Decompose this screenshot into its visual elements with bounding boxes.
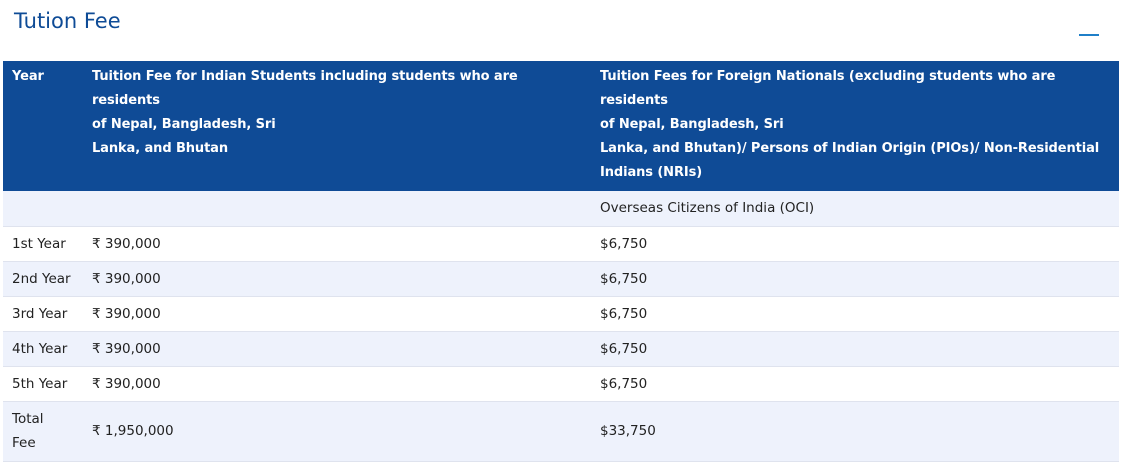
- section-title: Tution Fee: [14, 9, 121, 33]
- table-row: 2nd Year ₹ 390,000 $6,750: [3, 261, 1119, 297]
- year-cell: 3rd Year: [3, 296, 83, 332]
- tuition-fee-table: Year Tuition Fee for Indian Students inc…: [3, 61, 1119, 462]
- subheader-year: [3, 191, 83, 227]
- year-cell: 4th Year: [3, 331, 83, 367]
- table-row: 4th Year ₹ 390,000 $6,750: [3, 331, 1119, 367]
- header-indian-students: Tuition Fee for Indian Students includin…: [83, 61, 591, 191]
- total-foreign-fee-cell: $33,750: [591, 401, 1119, 462]
- header-foreign-nationals: Tuition Fees for Foreign Nationals (excl…: [591, 61, 1119, 191]
- table-subheader-row: Overseas Citizens of India (OCI): [3, 191, 1119, 227]
- table-header-row: Year Tuition Fee for Indian Students inc…: [3, 61, 1119, 191]
- indian-fee-cell: ₹ 390,000: [83, 296, 591, 332]
- total-row: Total Fee ₹ 1,950,000 $33,750: [3, 401, 1119, 462]
- foreign-fee-cell: $6,750: [591, 331, 1119, 367]
- table-row: 1st Year ₹ 390,000 $6,750: [3, 226, 1119, 262]
- subheader-foreign: Overseas Citizens of India (OCI): [591, 191, 1119, 227]
- indian-fee-cell: ₹ 390,000: [83, 331, 591, 367]
- foreign-fee-cell: $6,750: [591, 226, 1119, 262]
- collapse-toggle-button[interactable]: [1076, 22, 1102, 42]
- indian-fee-cell: ₹ 390,000: [83, 366, 591, 402]
- indian-fee-cell: ₹ 390,000: [83, 226, 591, 262]
- header-year: Year: [3, 61, 83, 191]
- subheader-indian: [83, 191, 591, 227]
- year-cell: 1st Year: [3, 226, 83, 262]
- minus-icon: [1079, 34, 1099, 36]
- table-row: 5th Year ₹ 390,000 $6,750: [3, 366, 1119, 402]
- tuition-fee-section: Tution Fee Year Tuition Fee for Indian S…: [3, 9, 1119, 462]
- table-row: 3rd Year ₹ 390,000 $6,750: [3, 296, 1119, 332]
- foreign-fee-cell: $6,750: [591, 296, 1119, 332]
- indian-fee-cell: ₹ 390,000: [83, 261, 591, 297]
- foreign-fee-cell: $6,750: [591, 366, 1119, 402]
- foreign-fee-cell: $6,750: [591, 261, 1119, 297]
- total-label-cell: Total Fee: [3, 401, 83, 462]
- year-cell: 2nd Year: [3, 261, 83, 297]
- year-cell: 5th Year: [3, 366, 83, 402]
- total-indian-fee-cell: ₹ 1,950,000: [83, 401, 591, 462]
